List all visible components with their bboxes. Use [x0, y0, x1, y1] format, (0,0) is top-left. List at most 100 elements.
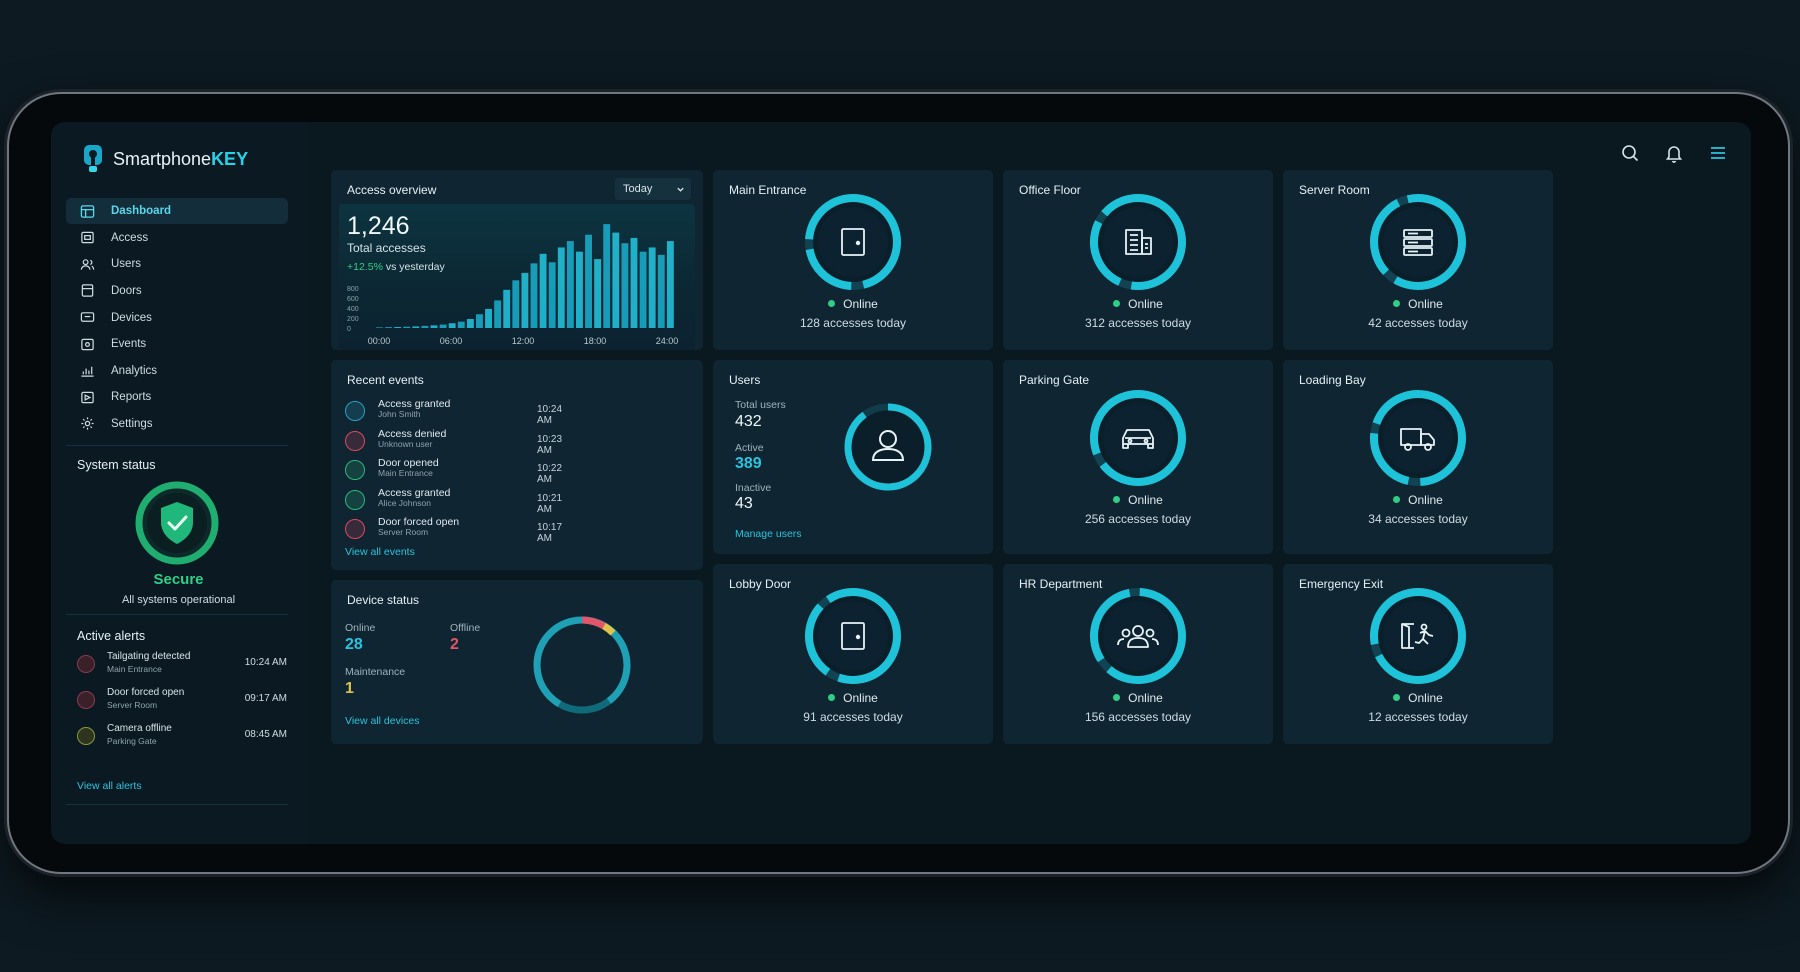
sidebar-item-label: Settings [111, 417, 153, 430]
sidebar-item-devices[interactable]: Devices [66, 304, 288, 330]
y-tick-label: 600 [347, 296, 359, 303]
chart-bar [548, 262, 556, 328]
sidebar-item-label: Devices [111, 311, 152, 324]
change-indicator: +12.5% vs yesterday [347, 261, 445, 273]
sidebar-item-doors[interactable]: Doors [66, 278, 288, 304]
door-icon [841, 622, 865, 650]
view-all-events-link[interactable]: View all events [345, 546, 415, 558]
door-status: Online [1283, 297, 1553, 311]
key-logo-icon [84, 145, 102, 172]
bell-icon[interactable] [1663, 142, 1685, 164]
device-status-title: Device status [347, 593, 420, 607]
door-card-main-entrance[interactable]: Main Entrance Online 128 accesses today [713, 170, 993, 350]
analytics-icon [81, 366, 94, 377]
door-card-hr-department[interactable]: HR Department Online 156 accesses today [1003, 564, 1273, 744]
chart-bar [521, 272, 529, 328]
sidebar-item-dashboard[interactable]: Dashboard [66, 198, 288, 225]
alert-location: Server Room [107, 700, 158, 710]
app-logo[interactable]: SmartphoneKEY [81, 144, 248, 174]
online-dot [1113, 694, 1121, 701]
building-icon [1125, 229, 1152, 255]
event-row[interactable]: Door opened Main Entrance 10:22 AM [345, 457, 577, 485]
door-accesses: 42 accesses today [1368, 316, 1468, 330]
sidebar-item-settings[interactable]: Settings [66, 411, 288, 437]
chart-bar [494, 300, 502, 328]
alert-item[interactable]: Tailgating detected Main Entrance 10:24 … [77, 650, 287, 684]
chart-bar [648, 247, 656, 328]
user-icon [345, 401, 365, 421]
chart-bar [539, 253, 547, 328]
sidebar-item-events[interactable]: Events [66, 331, 288, 357]
door-status-ring [1090, 588, 1186, 684]
inactive-users-label: Inactive [735, 482, 772, 494]
camera-icon [77, 727, 95, 745]
chart-bar [385, 327, 392, 328]
users-ring [844, 403, 932, 491]
app-title: SmartphoneKEY [113, 148, 249, 169]
recent-events-card: Recent events View all events Access gra… [331, 360, 703, 570]
event-time: 10:22 AM [537, 463, 563, 485]
reports-icon [81, 391, 94, 403]
online-dot [1393, 300, 1401, 307]
chart-bar [530, 263, 538, 328]
online-label: Online [345, 622, 376, 634]
sidebar-item-label: Access [111, 231, 149, 244]
chart-bar [621, 243, 629, 328]
device-icon [80, 312, 95, 322]
view-all-devices-link[interactable]: View all devices [345, 715, 420, 727]
alert-item[interactable]: Door forced open Server Room 09:17 AM [77, 686, 287, 720]
sidebar-item-reports[interactable]: Reports [66, 384, 288, 410]
door-card-loading-bay[interactable]: Loading Bay Online 34 accesses today [1283, 360, 1553, 554]
dashboard-icon [80, 204, 95, 218]
alert-time: 09:17 AM [244, 693, 287, 704]
view-all-alerts-link[interactable]: View all alerts [77, 780, 142, 792]
users-icon [80, 259, 95, 270]
door-name: Parking Gate [1019, 373, 1090, 387]
app-screen: SmartphoneKEY Dashboard Access Users Doo… [51, 122, 1751, 844]
event-row[interactable]: Access denied Unknown user 10:23 AM [345, 428, 577, 456]
top-bar [1619, 142, 1729, 164]
y-tick-label: 800 [347, 286, 359, 293]
door-accesses: 312 accesses today [1084, 316, 1192, 330]
door-status-text: Online [1128, 493, 1163, 507]
door-status: Online [1003, 493, 1273, 507]
users-title: Users [729, 373, 761, 387]
manage-users-link[interactable]: Manage users [735, 528, 802, 540]
access-icon [81, 232, 94, 244]
x-tick-label: 12:00 [512, 336, 535, 346]
door-card-emergency-exit[interactable]: Emergency Exit Online 12 accesses today [1283, 564, 1553, 744]
alert-icon [77, 655, 95, 673]
door-icon [841, 228, 865, 256]
door-name: Loading Bay [1299, 373, 1366, 387]
chart-bar [666, 241, 674, 328]
event-subject: Server Room [378, 527, 429, 537]
menu-icon[interactable] [1707, 142, 1729, 164]
alert-item[interactable]: Camera offline Parking Gate 08:45 AM [77, 722, 287, 756]
time-filter-dropdown[interactable]: Today [615, 178, 691, 200]
event-row[interactable]: Access granted John Smith 10:24 AM [345, 398, 577, 426]
chart-bar [476, 314, 483, 328]
event-row[interactable]: Access granted Alice Johnson 10:21 AM [345, 487, 577, 515]
online-dot [1113, 496, 1121, 503]
door-icon [345, 519, 365, 539]
alert-title: Door forced open [107, 687, 185, 698]
sidebar-item-label: Reports [111, 391, 152, 404]
alert-time: 10:24 AM [244, 657, 287, 668]
door-card-parking-gate[interactable]: Parking Gate Online 256 accesses today [1003, 360, 1273, 554]
search-icon[interactable] [1619, 142, 1641, 164]
door-status-ring [1090, 390, 1186, 486]
door-card-lobby-door[interactable]: Lobby Door Online 91 accesses today [713, 564, 993, 744]
online-dot [828, 300, 836, 307]
event-row[interactable]: Door forced open Server Room 10:17 AM [345, 516, 577, 544]
sidebar-item-access[interactable]: Access [66, 225, 288, 251]
sidebar-item-label: Dashboard [111, 205, 172, 218]
door-status-text: Online [1128, 297, 1163, 311]
alert-location: Main Entrance [107, 664, 162, 674]
total-users-label: Total users [735, 399, 786, 411]
device-donut-chart [533, 616, 631, 714]
sidebar-item-analytics[interactable]: Analytics [66, 357, 288, 383]
sidebar-item-users[interactable]: Users [66, 251, 288, 277]
door-card-office-floor[interactable]: Office Floor Online 312 accesses today [1003, 170, 1273, 350]
chart-bar [448, 323, 456, 328]
door-card-server-room[interactable]: Server Room Online 42 accesses today [1283, 170, 1553, 350]
